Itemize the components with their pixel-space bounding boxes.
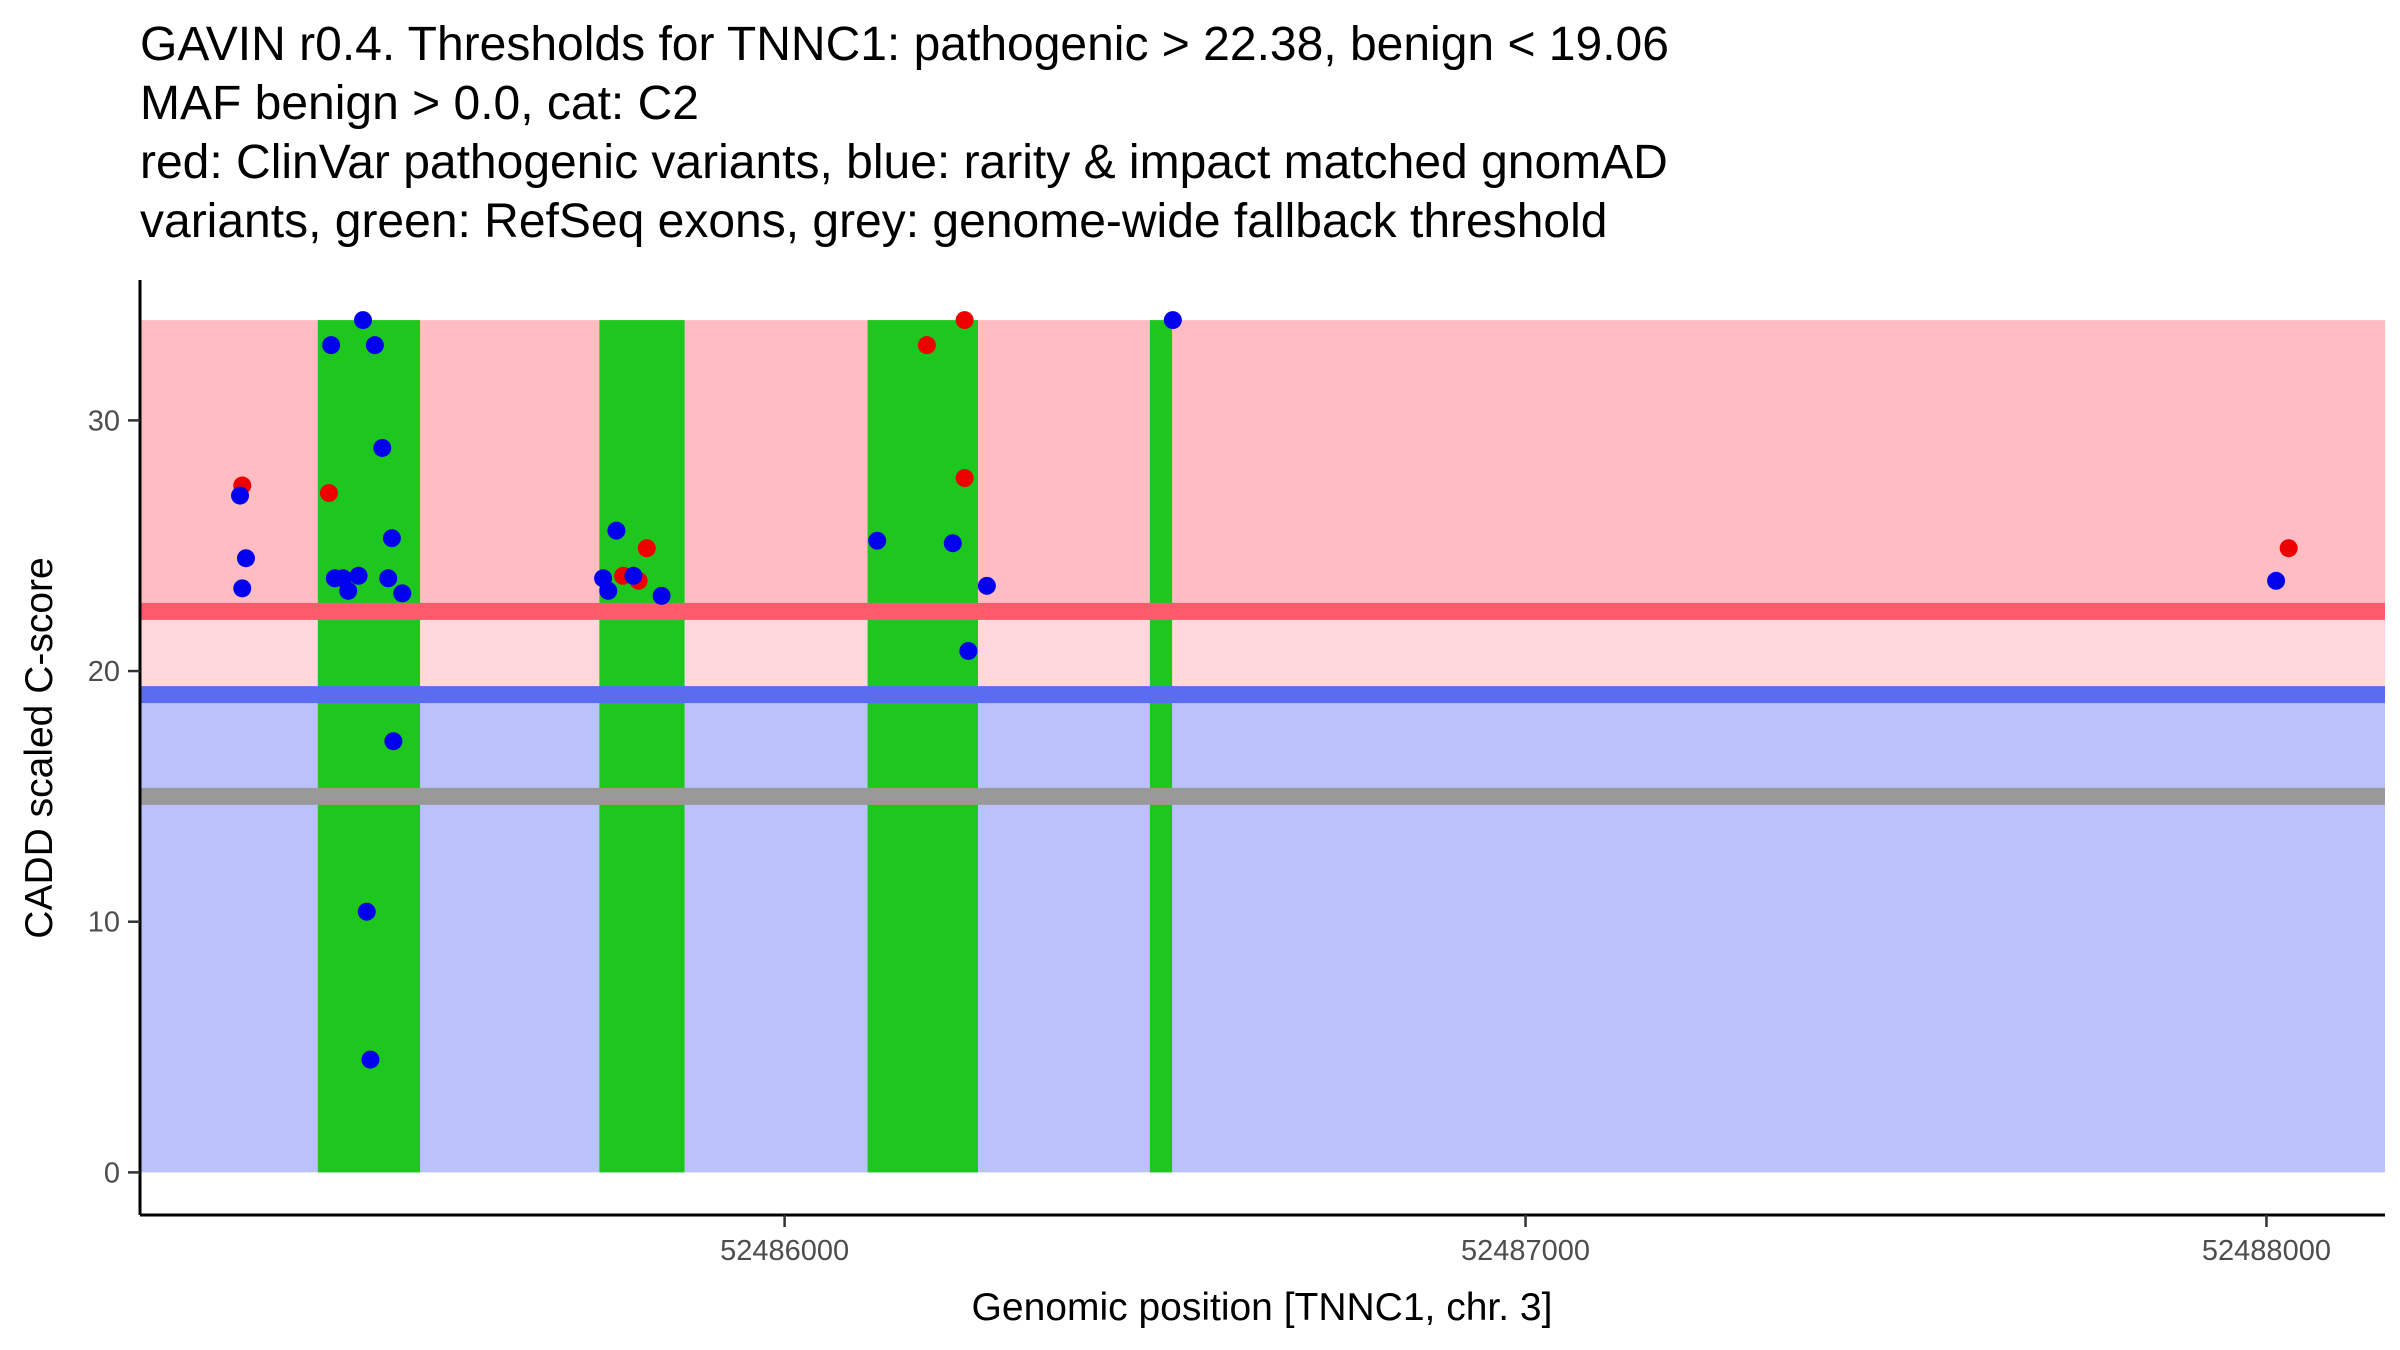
exon-bar-4 [1149, 320, 1173, 1173]
axes [138, 280, 2385, 1217]
gnomad-point-9 [379, 569, 398, 588]
gnomad-point-10 [393, 584, 412, 603]
y-tick-label-30: 30 [88, 405, 120, 437]
clinvar-point-6 [917, 336, 936, 355]
gnomad-point-2 [236, 549, 255, 568]
gnomad-point-21 [624, 566, 643, 585]
y-axis-ticks: 0 10 20 30 [88, 405, 140, 1189]
x-axis-title: Genomic position [TNNC1, chr. 3] [972, 1286, 1553, 1329]
variant-points [231, 311, 2298, 1069]
gnomad-point-13 [361, 1050, 380, 1069]
title-line-3: red: ClinVar pathogenic variants, blue: … [140, 136, 1668, 189]
chart-title: GAVIN r0.4. Thresholds for TNNC1: pathog… [140, 18, 1669, 248]
gnomad-point-27 [1163, 311, 1182, 330]
x-axis-ticks: 52486000 52487000 52488000 [720, 1215, 2331, 1267]
gnomad-point-24 [943, 534, 962, 553]
benign-region [140, 694, 2385, 1173]
y-tick-label-0: 0 [104, 1157, 120, 1189]
y-tick-label-10: 10 [88, 907, 120, 939]
gnomad-point-22 [652, 586, 671, 605]
gnomad-point-18 [607, 521, 626, 540]
gnomad-point-25 [977, 576, 996, 595]
y-tick-label-20: 20 [88, 656, 120, 688]
gnomad-point-5 [354, 311, 373, 330]
gnomad-point-11 [384, 732, 403, 751]
gnomad-point-26 [959, 641, 978, 660]
clinvar-point-5 [637, 539, 656, 558]
exon-bar-3 [867, 320, 978, 1173]
clinvar-point-8 [955, 469, 974, 488]
clinvar-point-9 [2279, 539, 2298, 558]
gnomad-point-12 [357, 902, 376, 921]
gnomad-point-28 [2267, 571, 2286, 590]
intermediate-region [140, 611, 2385, 695]
y-axis-title: CADD scaled C-score [18, 557, 61, 938]
title-line-1: GAVIN r0.4. Thresholds for TNNC1: pathog… [140, 18, 1669, 71]
threshold-regions [140, 320, 2385, 1173]
x-tick-label-52488000: 52488000 [2202, 1235, 2331, 1267]
x-tick-label-52486000: 52486000 [720, 1235, 849, 1267]
gnomad-point-6 [365, 336, 384, 355]
benign-threshold-line [140, 686, 2385, 704]
pathogenic-region [140, 320, 2385, 612]
title-line-4: variants, green: RefSeq exons, grey: gen… [140, 195, 1607, 248]
gnomad-point-17 [349, 566, 368, 585]
gnomad-point-23 [868, 531, 887, 550]
x-tick-label-52487000: 52487000 [1461, 1235, 1590, 1267]
gnomad-point-8 [382, 529, 401, 548]
gnomad-point-4 [322, 336, 341, 355]
clinvar-point-2 [319, 484, 338, 503]
gnomad-point-7 [373, 438, 392, 457]
threshold-lines [140, 602, 2385, 805]
exon-bar-1 [317, 320, 421, 1173]
title-line-2: MAF benign > 0.0, cat: C2 [140, 77, 699, 130]
gnomad-point-3 [233, 579, 252, 598]
gnomad-point-1 [231, 486, 250, 505]
pathogenic-threshold-line [140, 602, 2385, 620]
exon-bar-2 [599, 320, 685, 1173]
gnomad-point-20 [599, 581, 618, 600]
exon-bars [317, 320, 1173, 1173]
fallback-threshold-line [140, 787, 2385, 805]
gnomad-point-16 [339, 581, 358, 600]
clinvar-point-7 [955, 311, 974, 330]
